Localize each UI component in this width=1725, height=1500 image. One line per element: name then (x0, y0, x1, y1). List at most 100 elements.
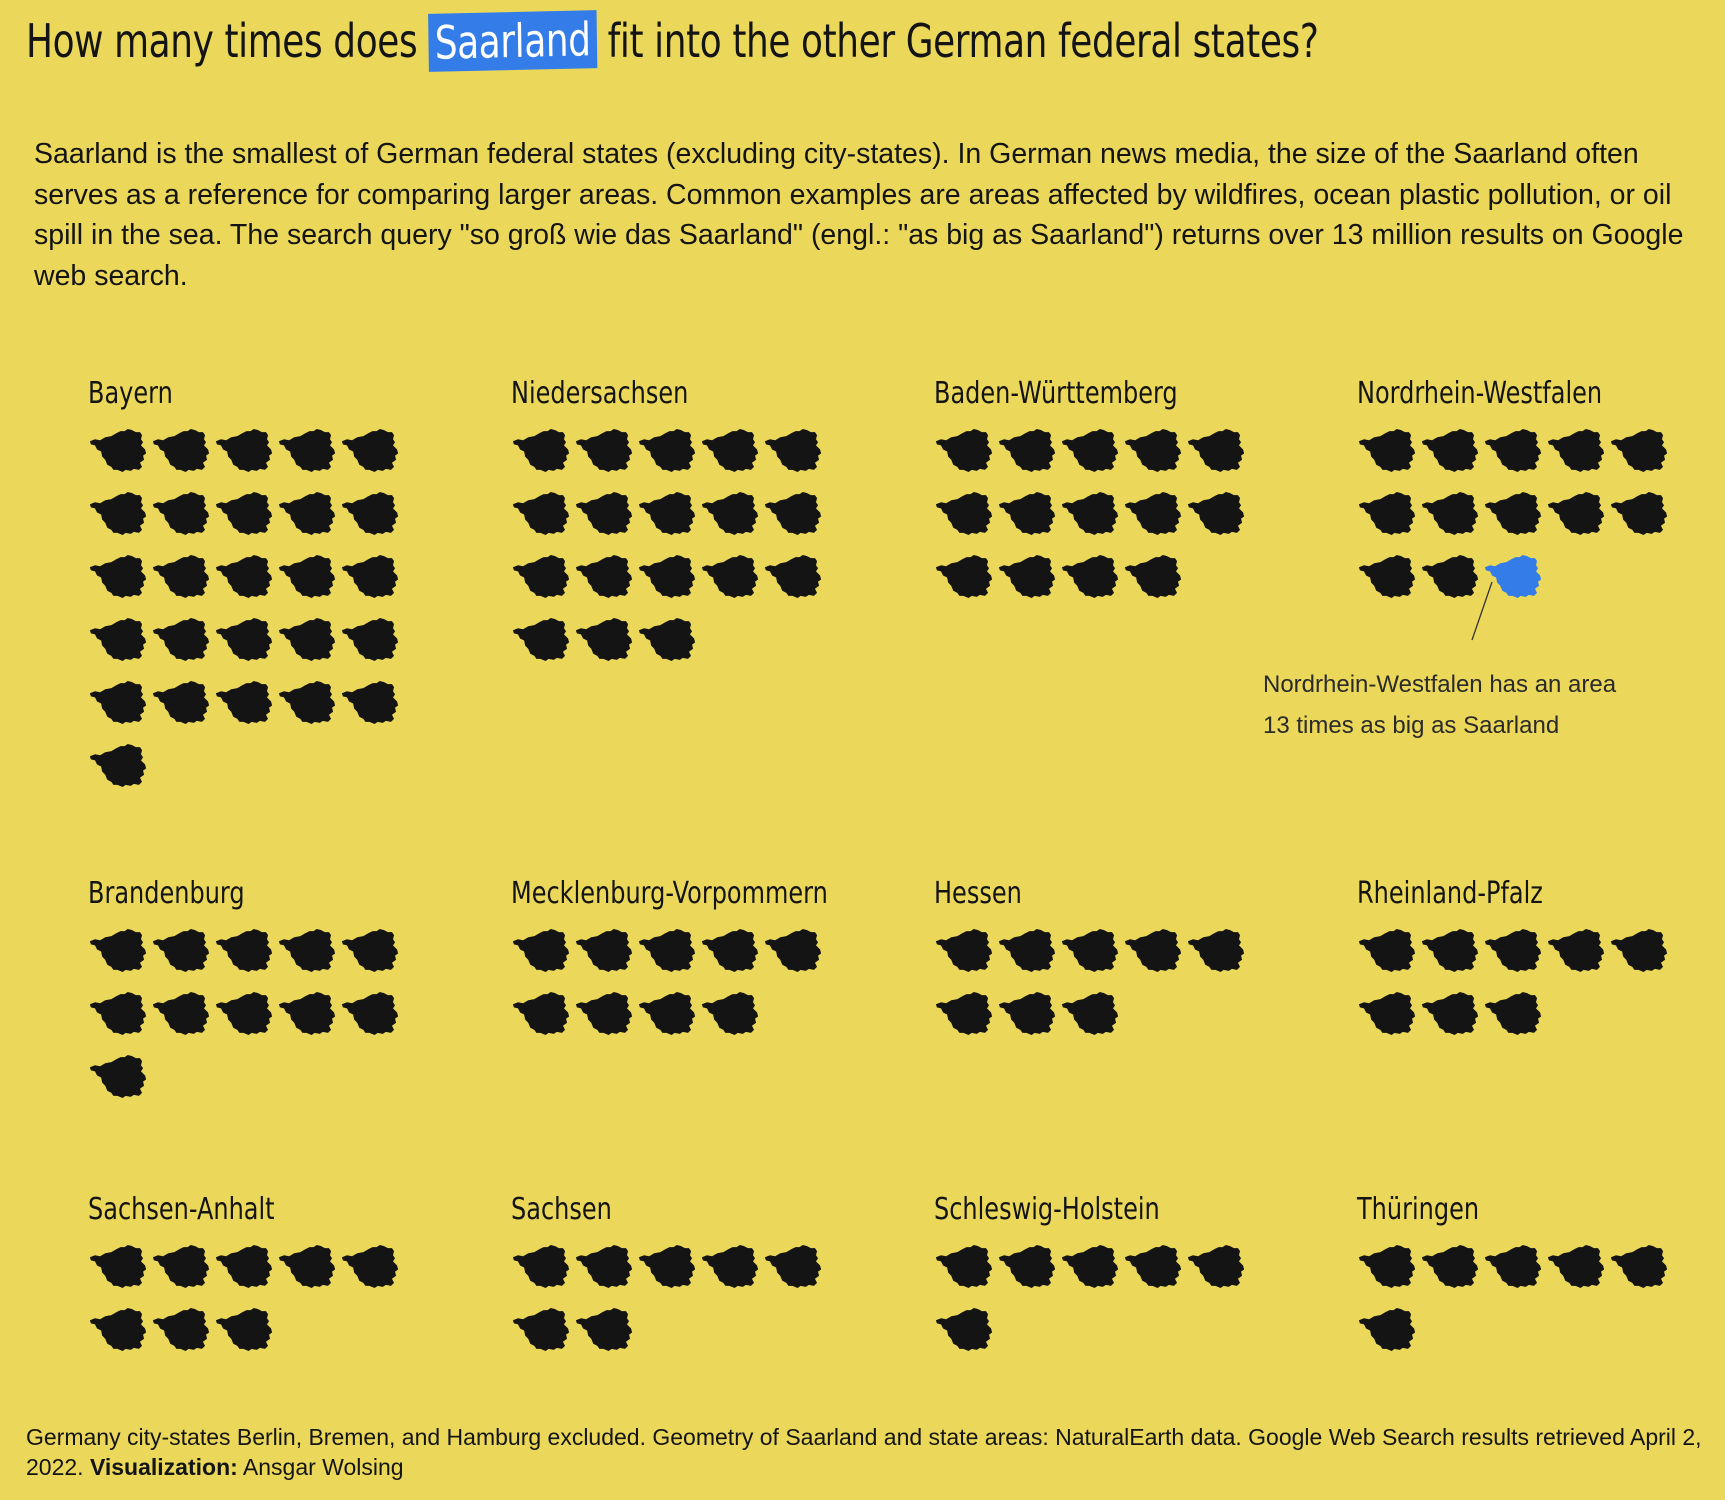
saarland-shape (1610, 929, 1668, 972)
saarland-shape (764, 929, 822, 972)
state-label: Brandenburg (88, 876, 245, 911)
saarland-icon (278, 492, 336, 535)
saarland-shape (935, 555, 993, 598)
saarland-shape (935, 492, 993, 535)
saarland-shape (1547, 1245, 1605, 1288)
saarland-shape (278, 1245, 336, 1288)
saarland-shape (152, 929, 210, 972)
saarland-shape (701, 929, 759, 972)
saarland-shape (341, 929, 399, 972)
saarland-shape (1610, 429, 1668, 472)
saarland-icon (1124, 429, 1182, 472)
saarland-icon (278, 555, 336, 598)
saarland-shape (89, 492, 147, 535)
saarland-shape (1124, 555, 1182, 598)
saarland-icon (1547, 929, 1605, 972)
saarland-icon (935, 1245, 993, 1288)
saarland-icon (1484, 1245, 1542, 1288)
saarland-icon (935, 555, 993, 598)
state-panel: Hessen (934, 876, 1334, 1035)
saarland-shape (1484, 429, 1542, 472)
saarland-icon (278, 929, 336, 972)
saarland-icon (1061, 929, 1119, 972)
saarland-shape (152, 681, 210, 724)
saarland-shape (512, 492, 570, 535)
saarland-shape (998, 1245, 1056, 1288)
saarland-icon (1358, 1245, 1416, 1288)
saarland-icon (638, 429, 696, 472)
saarland-icon (152, 1245, 210, 1288)
saarland-icon (638, 929, 696, 972)
saarland-shape (1061, 492, 1119, 535)
saarland-icon (1124, 492, 1182, 535)
state-label: Nordrhein-Westfalen (1357, 376, 1603, 411)
saarland-shape (1187, 492, 1245, 535)
saarland-shape (341, 555, 399, 598)
saarland-shape (1547, 492, 1605, 535)
footer-credit-label: Visualization: (89, 1454, 238, 1480)
saarland-shape (575, 929, 633, 972)
state-label: Niedersachsen (511, 376, 689, 411)
saarland-shape (638, 992, 696, 1035)
saarland-shape (512, 429, 570, 472)
saarland-shape (1547, 429, 1605, 472)
saarland-icon (89, 1245, 147, 1288)
saarland-icon (1061, 992, 1119, 1035)
saarland-icon (1610, 1245, 1668, 1288)
saarland-icon (341, 618, 399, 661)
saarland-icon (1187, 429, 1245, 472)
title-text-end: fit into the other German federal states… (596, 14, 1319, 68)
saarland-shape (89, 555, 147, 598)
saarland-icon (1187, 492, 1245, 535)
saarland-shape (152, 992, 210, 1035)
saarland-shape (935, 992, 993, 1035)
saarland-icon (215, 429, 273, 472)
saarland-icon (89, 744, 147, 787)
saarland-icon (764, 555, 822, 598)
saarland-shape (215, 555, 273, 598)
saarland-shape (512, 992, 570, 1035)
saarland-shape (89, 618, 147, 661)
saarland-icon (278, 618, 336, 661)
saarland-shape (152, 429, 210, 472)
saarland-icon (935, 1308, 993, 1351)
saarland-icon (89, 555, 147, 598)
saarland-shape (935, 1308, 993, 1351)
saarland-icon (1358, 492, 1416, 535)
saarland-icon (278, 1245, 336, 1288)
state-panel: Thüringen (1357, 1192, 1725, 1351)
saarland-icon (152, 492, 210, 535)
saarland-icon (1484, 992, 1542, 1035)
saarland-shape (89, 929, 147, 972)
saarland-shape (278, 681, 336, 724)
saarland-icon (1547, 429, 1605, 472)
saarland-shape (998, 929, 1056, 972)
state-label: Thüringen (1357, 1192, 1480, 1227)
saarland-icon (512, 1308, 570, 1351)
saarland-icon (701, 992, 759, 1035)
saarland-shape (152, 1245, 210, 1288)
state-label: Sachsen-Anhalt (88, 1192, 275, 1227)
saarland-icon (215, 929, 273, 972)
saarland-shape (215, 929, 273, 972)
state-panel: Rheinland-Pfalz (1357, 876, 1725, 1035)
saarland-icon (512, 1245, 570, 1288)
annotation: Nordrhein-Westfalen has an area 13 times … (1263, 664, 1616, 746)
saarland-icon (1610, 492, 1668, 535)
saarland-shape (638, 429, 696, 472)
state-panel: Sachsen (511, 1192, 911, 1351)
saarland-shape (89, 429, 147, 472)
saarland-shape (1187, 929, 1245, 972)
saarland-shape (278, 492, 336, 535)
saarland-icon (575, 492, 633, 535)
saarland-icon (215, 681, 273, 724)
saarland-icon (1061, 429, 1119, 472)
saarland-shape (1187, 1245, 1245, 1288)
saarland-icon (1610, 429, 1668, 472)
saarland-icon (152, 992, 210, 1035)
saarland-icon (89, 618, 147, 661)
saarland-shape (1421, 429, 1479, 472)
saarland-icon (215, 992, 273, 1035)
saarland-shape (1124, 929, 1182, 972)
saarland-icon (638, 1245, 696, 1288)
